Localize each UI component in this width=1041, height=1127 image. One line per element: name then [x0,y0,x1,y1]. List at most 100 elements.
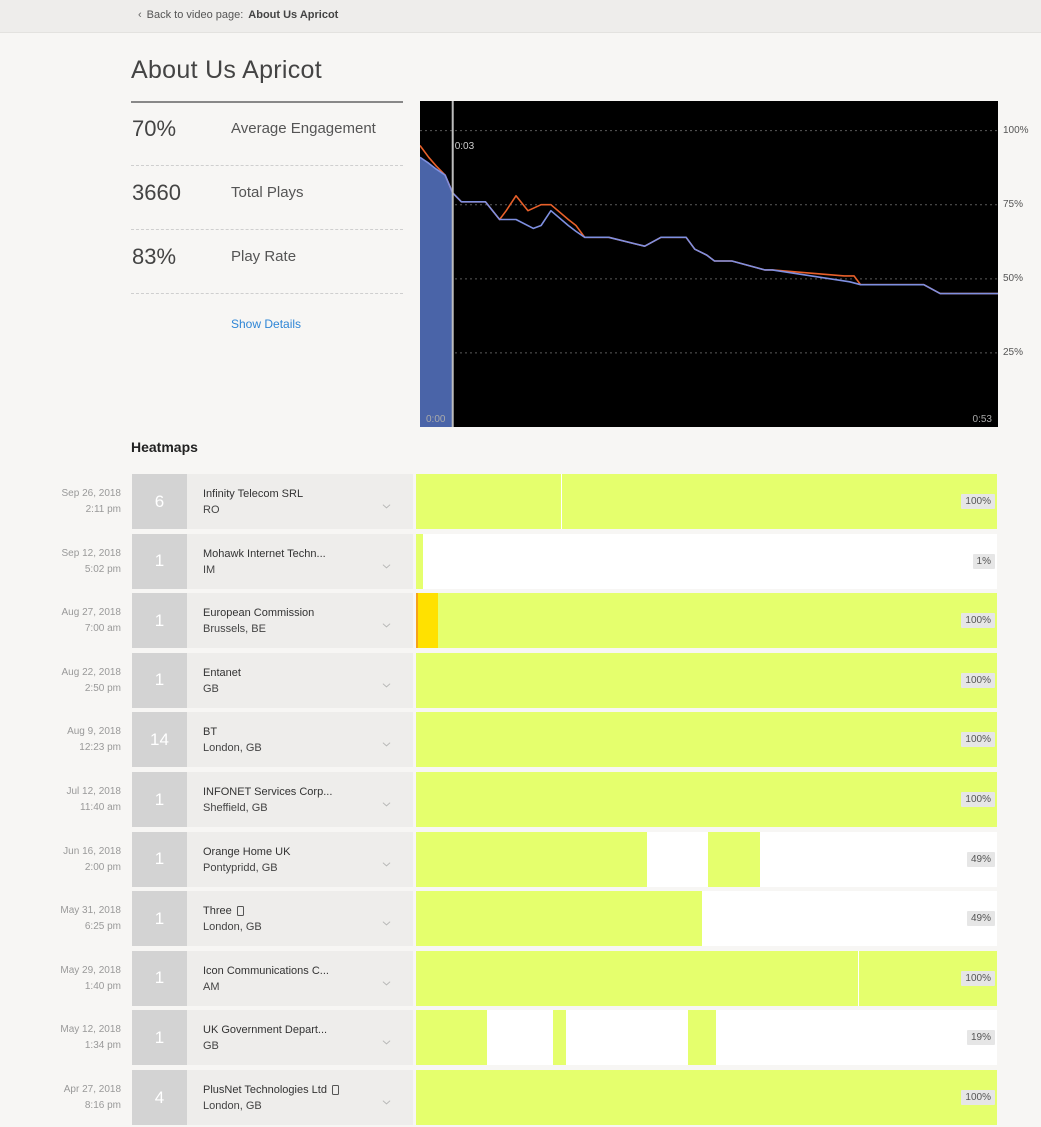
viewer-info-toggle[interactable]: Icon Communications C... AM [187,950,413,1006]
play-count: 6 [132,474,187,529]
heatmap-row: May 31, 2018 6:25 pm 1 Three London, GB … [0,891,1041,947]
watched-percent-badge: 1% [972,553,995,569]
heatmap-segment-rewatched_edge [416,593,419,649]
view-datetime: Aug 22, 2018 2:50 pm [62,665,122,697]
organization-name: BT [203,726,218,739]
view-date: May 12, 2018 [60,1024,121,1036]
viewer-location: Brussels, BE [203,623,266,636]
heatmap-row: Sep 12, 2018 5:02 pm 1 Mohawk Internet T… [0,533,1041,589]
organization-name: Mohawk Internet Techn... [203,547,326,560]
organization-name: European Commission [203,607,315,620]
viewer-info-toggle[interactable]: European Commission Brussels, BE [187,593,413,649]
heatmap-row: Jul 12, 2018 11:40 am 1 INFONET Services… [0,772,1041,827]
heatmap-row: Apr 27, 2018 8:16 pm 4 PlusNet Technolog… [0,1070,1041,1125]
viewer-info-toggle[interactable]: Three London, GB [187,891,413,947]
played-area-fill [420,157,453,427]
heatmap-bar[interactable]: 100% [416,652,997,708]
back-link-target: About Us Apricot [248,9,339,21]
heatmap-bar[interactable]: 19% [416,1010,997,1066]
heatmap-row: Aug 22, 2018 2:50 pm 1 Entanet GB 100% [0,652,1041,708]
chevron-down-icon [382,504,391,509]
heatmap-segment-watched [552,1010,566,1066]
viewer-organization: Orange Home UK [203,846,290,858]
viewer-organization: Three [203,905,244,917]
view-time: 5:02 pm [84,563,121,575]
view-datetime: May 31, 2018 6:25 pm [60,903,121,935]
heatmap-segment-watched [416,831,647,887]
heatmap-bar[interactable]: 100% [416,593,997,649]
chevron-down-icon [382,563,391,569]
chevron-down-icon [382,623,391,628]
view-time: 2:50 pm [84,682,121,694]
view-date: Jun 16, 2018 [63,845,121,857]
viewer-location: London, GB [203,921,262,934]
view-date: Aug 22, 2018 [61,666,122,678]
y-tick-label: 75% [1003,198,1024,210]
watched-percent-badge: 100% [961,732,995,748]
organization-name: Entanet [203,666,241,679]
watched-percent-badge: 100% [961,672,995,688]
heatmap-row: May 29, 2018 1:40 pm 1 Icon Communicatio… [0,950,1041,1006]
heatmap-bar[interactable]: 49% [416,891,997,947]
y-tick-label: 50% [1003,272,1024,284]
engagement-chart[interactable]: 0:03 0:00 0:53 [420,101,998,427]
heatmap-segment-watched [416,1070,997,1125]
chevron-down-icon [382,683,391,688]
heatmap-bar[interactable]: 100% [416,772,997,827]
view-datetime: Jul 12, 2018 11:40 am [67,784,122,816]
heatmap-bar[interactable]: 100% [416,474,997,529]
engagement-chart-svg: 0:03 0:00 0:53 [420,101,998,427]
play-count: 1 [132,831,187,887]
play-count: 1 [132,950,187,1006]
heatmap-bar[interactable]: 49% [416,831,997,887]
viewer-info-toggle[interactable]: Infinity Telecom SRL RO [187,474,413,529]
heatmap-segment-watched [416,533,423,589]
viewer-info-toggle[interactable]: UK Government Depart... GB [187,1010,413,1066]
x-end-label: 0:53 [973,414,993,425]
viewer-info-toggle[interactable]: PlusNet Technologies Ltd London, GB [187,1070,413,1125]
chevron-left-icon: ‹ [138,9,142,21]
viewer-info-toggle[interactable]: Mohawk Internet Techn... IM [187,533,413,589]
view-datetime: Jun 16, 2018 2:00 pm [63,844,121,876]
stat-value: 3660 [132,180,181,205]
viewer-organization: Infinity Telecom SRL [203,488,303,500]
viewer-organization: Entanet [203,667,241,679]
viewer-location: IM [203,563,216,576]
heatmap-segment-watched [438,593,997,649]
watched-percent-badge: 100% [961,792,995,807]
organization-name: Three [203,905,232,918]
play-count: 1 [132,652,187,708]
heatmap-segment-watched [416,652,997,708]
heatmap-segment-watched [562,474,997,529]
viewer-location: Pontypridd, GB [203,861,278,874]
viewer-organization: PlusNet Technologies Ltd [203,1084,339,1096]
watched-percent-badge: 100% [961,1090,995,1105]
play-count: 1 [132,533,187,589]
watched-percent-badge: 100% [961,613,995,629]
heatmap-segment-watched [416,712,997,768]
viewer-info-toggle[interactable]: BT London, GB [187,712,413,768]
stat-average-engagement: 70% Average Engagement [131,102,403,166]
view-datetime: Aug 9, 2018 12:23 pm [67,724,121,756]
stat-play-rate: 83% Play Rate [131,230,403,294]
y-tick-label: 100% [1003,124,1029,136]
heatmap-bar[interactable]: 100% [416,712,997,768]
heatmap-bar[interactable]: 100% [416,950,997,1006]
heatmap-row: Aug 9, 2018 12:23 pm 14 BT London, GB 10… [0,712,1041,768]
viewer-info-toggle[interactable]: Orange Home UK Pontypridd, GB [187,831,413,887]
play-count: 1 [132,1010,187,1066]
heatmap-bar[interactable]: 1% [416,533,997,589]
view-date: May 31, 2018 [60,905,121,917]
viewer-info-toggle[interactable]: Entanet GB [187,652,413,708]
chevron-down-icon [382,802,391,807]
title-divider [131,101,403,103]
stat-label: Average Engagement [231,120,376,137]
viewer-info-toggle[interactable]: INFONET Services Corp... Sheffield, GB [187,772,413,827]
heatmap-bar[interactable]: 100% [416,1070,997,1125]
play-count: 1 [132,772,187,827]
view-time: 2:00 pm [84,861,121,873]
viewer-location: GB [203,682,219,695]
view-datetime: Apr 27, 2018 8:16 pm [64,1082,121,1114]
back-to-video-link[interactable]: ‹ Back to video page: About Us Apricot [138,9,338,21]
show-details-link[interactable]: Show Details [231,317,302,331]
